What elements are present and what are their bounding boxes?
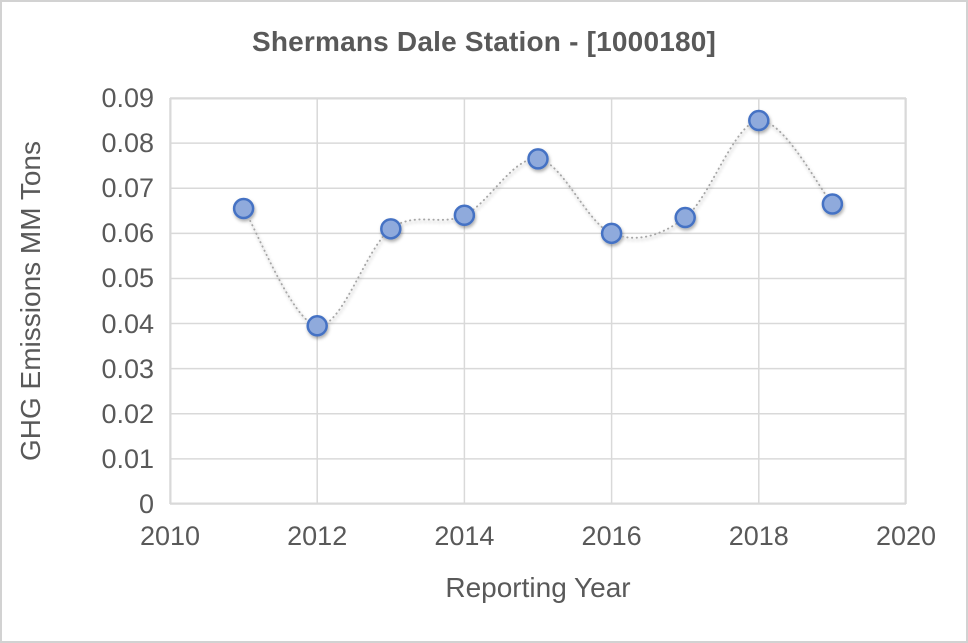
plot-border [170,98,906,504]
x-tick-label: 2012 [287,521,348,551]
y-tick-label: 0.07 [101,173,154,204]
data-point-2018 [748,109,770,132]
x-tick-label: 2018 [728,521,789,551]
y-tick-label: 0.01 [101,443,154,474]
data-point-2015 [527,148,549,170]
y-tick-label: 0.04 [101,308,154,339]
y-tick-label: 0.06 [101,218,154,249]
y-tick-label: 0.02 [101,398,154,429]
x-tick-label: 2014 [434,521,495,551]
y-tick-label: 0.05 [101,263,154,294]
data-point-2013 [380,218,402,240]
y-tick-label: 0.09 [101,83,154,113]
data-point-2014 [453,204,476,227]
data-point-2012 [306,315,328,337]
x-axis-title: Reporting Year [445,572,631,603]
x-tick-label: 2010 [139,521,201,551]
data-point-2017 [674,206,696,229]
data-point-2011 [232,197,255,220]
data-point-2019 [821,193,844,215]
data-point-2016 [600,222,623,245]
y-tick-label: 0.03 [101,353,154,384]
y-tick-label: 0.08 [101,128,154,159]
series-ghg-emissions [232,109,844,337]
x-tick-label: 2020 [875,521,937,551]
plot-area [169,97,907,505]
y-tick-label: 0 [138,489,154,519]
chart-title: Shermans Dale Station - [1000180] [251,26,717,57]
x-tick-label: 2016 [581,521,642,551]
